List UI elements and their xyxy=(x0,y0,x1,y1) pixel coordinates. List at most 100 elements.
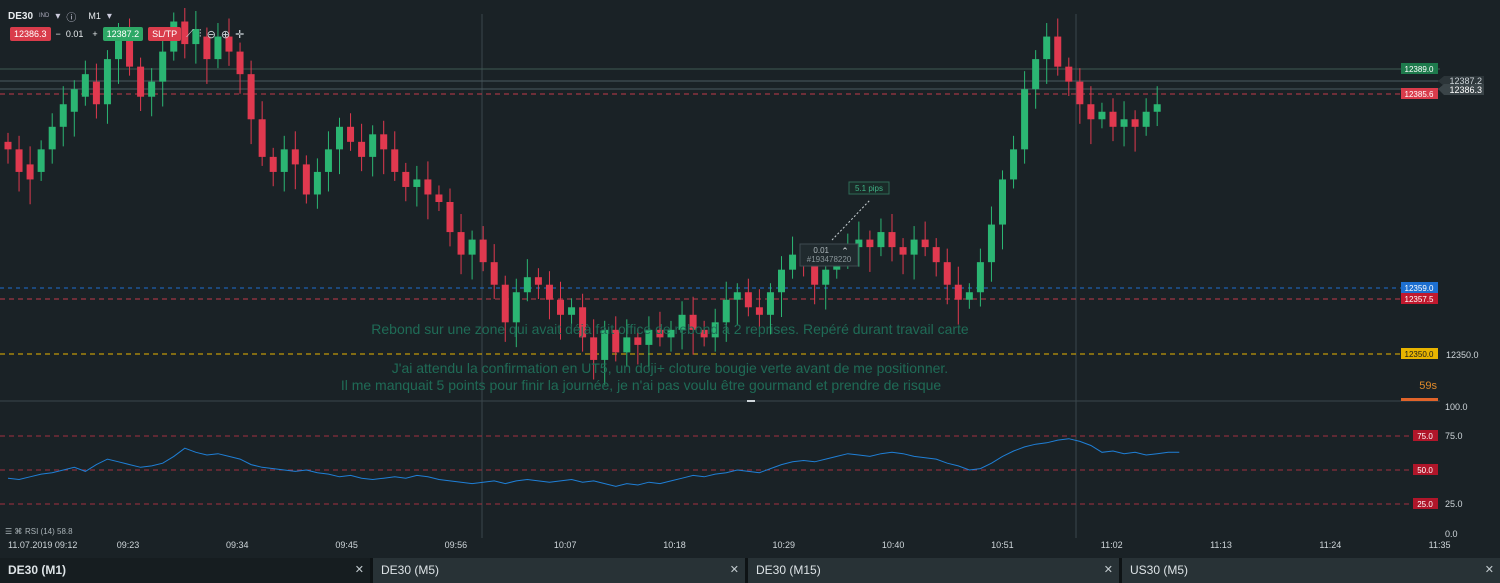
tab-label: DE30 (M5) xyxy=(381,563,440,577)
hidden-price-tag xyxy=(1401,398,1438,401)
bull-candle xyxy=(523,277,531,293)
indicator-icon[interactable]: ⫶ xyxy=(198,27,202,40)
bear-candle xyxy=(126,36,134,67)
bull-candle xyxy=(70,89,78,112)
rsi-25-tag xyxy=(1413,498,1438,509)
bear-candle xyxy=(446,202,454,233)
bear-candle xyxy=(258,119,266,157)
time-axis-label: 10:29 xyxy=(773,540,796,550)
bull-candle xyxy=(766,292,774,315)
time-axis-label: 11:24 xyxy=(1319,540,1341,550)
rsi-line xyxy=(7,438,1180,487)
bull-candle xyxy=(1098,111,1106,120)
bull-candle xyxy=(733,292,741,300)
bear-candle xyxy=(888,232,896,248)
bear-candle xyxy=(457,232,465,255)
bear-candle xyxy=(866,239,874,248)
bull-candle xyxy=(336,126,343,150)
time-axis-label: 10:18 xyxy=(663,540,686,550)
bull-candle xyxy=(1142,111,1150,127)
line-chart-icon[interactable]: ⟋ xyxy=(186,27,194,40)
zoom-in-icon[interactable]: ⊕ xyxy=(220,28,231,41)
sell-button[interactable]: 12386.3 xyxy=(10,27,51,41)
zoom-out-icon[interactable]: ⊖ xyxy=(206,28,216,41)
red-support-tag xyxy=(1401,293,1438,304)
timeframe-chevron-down-icon[interactable]: ▾ xyxy=(106,10,112,22)
time-axis-label: 11:02 xyxy=(1101,540,1123,550)
bull-candle xyxy=(877,232,885,248)
close-icon[interactable]: ✕ xyxy=(1484,564,1494,576)
bear-candle xyxy=(954,284,962,300)
pane-resize-handle[interactable] xyxy=(747,400,755,402)
bear-candle xyxy=(203,36,211,60)
bear-candle xyxy=(689,314,697,330)
time-axis-label: 10:40 xyxy=(882,540,905,550)
tab-de30-m5[interactable]: DE30 (M5) ✕ xyxy=(373,558,748,583)
target-value: 12350.0 xyxy=(1405,350,1434,359)
chevron-down-icon[interactable]: ▾ xyxy=(55,10,61,22)
bull-candle xyxy=(678,314,686,330)
bull-candle xyxy=(324,149,332,172)
tab-label: US30 (M5) xyxy=(1130,563,1189,577)
bull-candle xyxy=(623,337,631,353)
bid-tag xyxy=(1401,88,1438,99)
bear-candle xyxy=(269,156,277,172)
buy-button[interactable]: 12387.2 xyxy=(102,27,144,41)
close-icon[interactable]: ✕ xyxy=(354,564,364,576)
chart-toolbar: DE30 IND ▾ ⓘ M1 ▾ xyxy=(8,8,112,24)
bid-axis-tag xyxy=(1438,84,1484,95)
bid-axis-value: 12386.3 xyxy=(1449,85,1482,95)
bull-candle xyxy=(910,239,918,255)
bear-candle xyxy=(1054,36,1062,67)
bull-candle xyxy=(568,307,576,315)
bear-candle xyxy=(1076,81,1084,105)
rsi-settings-icon[interactable]: ☰ ⌘ xyxy=(5,527,22,536)
close-icon[interactable]: ✕ xyxy=(729,564,739,576)
close-icon[interactable]: ✕ xyxy=(1103,564,1113,576)
volume-plus-button[interactable]: + xyxy=(92,29,98,39)
symbol-flag: IND xyxy=(39,13,50,19)
bear-candle xyxy=(634,337,642,345)
volume-minus-button[interactable]: − xyxy=(55,29,61,39)
bear-candle xyxy=(291,149,299,165)
time-axis-label: 11:13 xyxy=(1210,540,1232,550)
tab-de30-m15[interactable]: DE30 (M15) ✕ xyxy=(748,558,1122,583)
bull-candle xyxy=(313,171,321,195)
time-axis-label: 09:23 xyxy=(117,540,140,550)
bear-candle xyxy=(656,329,664,338)
bear-candle xyxy=(358,141,366,157)
time-axis-label: 09:34 xyxy=(226,540,249,550)
rsi-75-tag-value: 75.0 xyxy=(1417,432,1433,441)
volume-value[interactable]: 0.01 xyxy=(65,29,84,39)
tab-us30-m5[interactable]: US30 (M5) ✕ xyxy=(1122,558,1500,583)
timeframe[interactable]: M1 xyxy=(88,11,101,21)
tab-de30-m1[interactable]: DE30 (M1) ✕ xyxy=(0,558,373,583)
sltp-button[interactable]: SL/TP xyxy=(148,27,182,41)
bear-candle xyxy=(347,126,355,142)
bull-candle xyxy=(976,262,984,293)
bear-candle xyxy=(490,262,498,285)
position-box[interactable] xyxy=(799,243,859,267)
chevron-up-icon[interactable]: ⌃ xyxy=(841,246,849,256)
bear-candle xyxy=(579,307,587,338)
bull-candle xyxy=(822,269,830,285)
time-axis-label: 11.07.2019 09:12 xyxy=(8,540,77,550)
symbol-name[interactable]: DE30 xyxy=(8,10,34,22)
bear-candle xyxy=(26,164,34,180)
bull-candle xyxy=(192,29,200,45)
info-icon[interactable]: ⓘ xyxy=(66,12,77,24)
position-id: #193478220 xyxy=(807,255,852,264)
price-chart[interactable]: 5.1 pips 0.01 ⌃ #193478220 Rebond sur un… xyxy=(0,0,1500,558)
chart-background xyxy=(0,0,1500,558)
trade-connector xyxy=(831,199,871,241)
bear-candle xyxy=(424,179,432,195)
time-axis-label: 09:56 xyxy=(445,540,468,550)
bear-candle xyxy=(137,66,145,97)
bull-candle xyxy=(468,239,476,255)
crosshair-icon[interactable]: ✛ xyxy=(235,28,245,41)
bull-candle xyxy=(965,292,973,300)
candles-group xyxy=(4,7,1161,385)
tab-label: DE30 (M1) xyxy=(8,563,67,577)
bull-candle xyxy=(601,329,609,360)
bull-candle xyxy=(645,329,653,345)
